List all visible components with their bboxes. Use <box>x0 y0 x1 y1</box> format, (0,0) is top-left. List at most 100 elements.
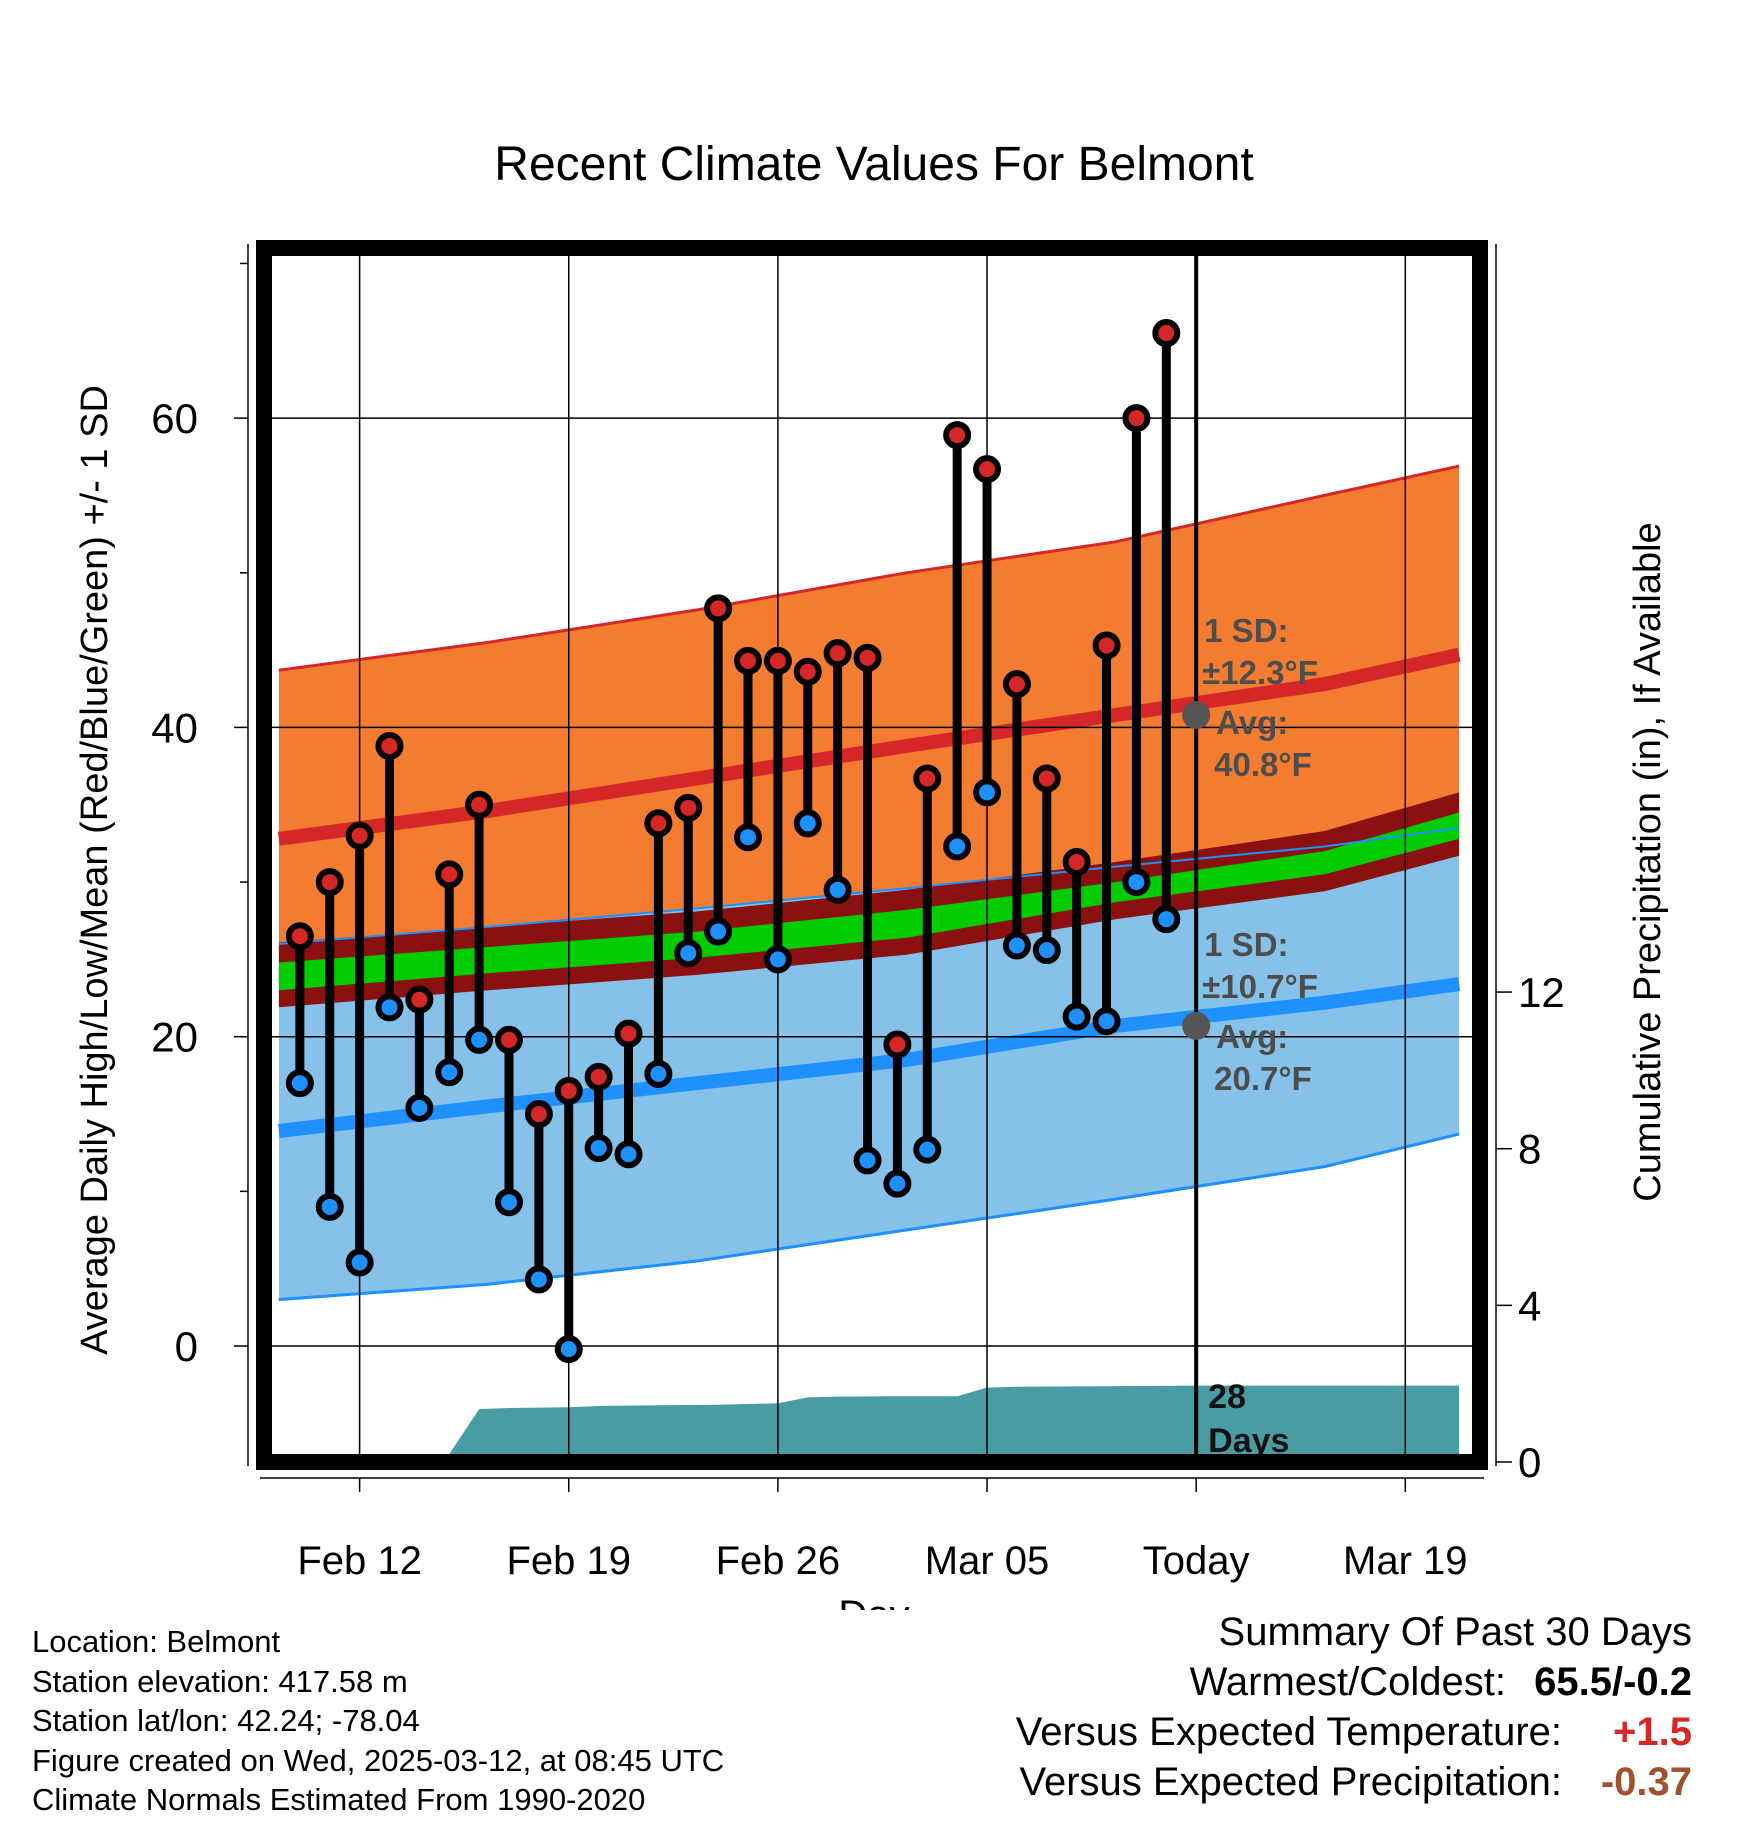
x-tick-label: Mar 05 <box>925 1539 1050 1583</box>
low-point <box>524 1265 553 1294</box>
y2-tick-label: 8 <box>1518 1126 1541 1173</box>
high-point <box>435 860 464 889</box>
low-sd-label: 1 SD: <box>1204 926 1288 963</box>
high-avg-value: 40.8°F <box>1214 746 1312 783</box>
plot-area: 1 SD: ±12.3°F Avg: 40.8°F 1 SD: ±10.7°F Avg: 20… <box>151 240 1565 1583</box>
high-point <box>584 1062 613 1091</box>
low-normal-marker <box>1182 1011 1211 1040</box>
high-point <box>405 985 434 1014</box>
normals-text: Climate Normals Estimated From 1990-2020 <box>32 1782 646 1817</box>
high-point <box>644 809 673 838</box>
low-point <box>315 1192 344 1221</box>
high-point <box>524 1100 553 1129</box>
high-point <box>315 868 344 897</box>
high-point <box>883 1030 912 1059</box>
low-point <box>883 1169 912 1198</box>
high-point <box>1062 847 1091 876</box>
y2-tick-label: 12 <box>1518 969 1565 1016</box>
plot-content: 1 SD: ±12.3°F Avg: 40.8°F 1 SD: ±10.7°F Avg: 20… <box>264 248 1480 1462</box>
high-sd-value: ±12.3°F <box>1202 654 1318 691</box>
precip-vs-expected-value: -0.37 <box>1600 1760 1692 1804</box>
elevation-text: Station elevation: 417.58 m <box>32 1663 408 1699</box>
temp-vs-expected-label: Versus Expected Temperature: <box>1015 1710 1562 1754</box>
low-point <box>734 823 763 852</box>
high-point <box>943 421 972 450</box>
y-axis-label: Average Daily High/Low/Mean (Red/Blue/Gr… <box>74 385 116 1355</box>
low-sd-value: ±10.7°F <box>1202 968 1318 1005</box>
y-tick-label: 60 <box>151 395 198 442</box>
summary-row-precip: Versus Expected Precipitation: -0.37 <box>1016 1760 1692 1810</box>
high-point <box>674 793 703 822</box>
low-point <box>674 939 703 968</box>
x-tick-label: Feb 19 <box>506 1539 631 1583</box>
high-point <box>734 646 763 675</box>
station-metadata: Location: Belmont Station elevation: 417… <box>32 1622 724 1820</box>
precip-days-unit: Days <box>1208 1422 1289 1460</box>
high-point <box>614 1019 643 1048</box>
low-avg-value: 20.7°F <box>1214 1060 1312 1097</box>
high-point <box>763 646 792 675</box>
y2-tick-label: 4 <box>1518 1282 1541 1329</box>
high-point <box>1092 631 1121 660</box>
low-point <box>435 1058 464 1087</box>
location-text: Location: Belmont <box>32 1624 281 1659</box>
y2-axis-label: Cumulative Precipitation (in), If Availa… <box>1627 522 1669 1201</box>
latlon-text: Station lat/lon: 42.24; -78.04 <box>32 1703 420 1738</box>
precip-days-count: 28 <box>1208 1378 1246 1416</box>
low-point <box>1122 868 1151 897</box>
low-point <box>853 1146 882 1175</box>
summary-row-warmest: Warmest/Coldest: 65.5/-0.2 <box>1016 1660 1692 1710</box>
x-tick-label: Feb 26 <box>716 1539 841 1583</box>
low-point <box>793 809 822 838</box>
low-point <box>405 1093 434 1122</box>
low-point <box>465 1025 494 1054</box>
low-point <box>1032 936 1061 965</box>
low-point <box>1152 905 1181 934</box>
warmest-coldest-label: Warmest/Coldest: <box>1189 1660 1506 1704</box>
low-point <box>1002 931 1031 960</box>
low-point <box>1062 1002 1091 1031</box>
low-point <box>943 832 972 861</box>
y-tick-label: 0 <box>175 1323 198 1370</box>
y-tick-label: 40 <box>151 704 198 751</box>
temp-vs-expected-value: +1.5 <box>1613 1710 1692 1754</box>
y2-tick-label: 0 <box>1518 1439 1541 1486</box>
high-point <box>793 657 822 686</box>
high-point <box>494 1025 523 1054</box>
high-point <box>1002 670 1031 699</box>
high-point <box>375 731 404 760</box>
low-point <box>823 875 852 904</box>
high-point <box>1032 764 1061 793</box>
summary-title-text: Summary Of Past 30 Days <box>1218 1610 1692 1654</box>
low-point <box>345 1248 374 1277</box>
low-point <box>614 1140 643 1169</box>
precip-area <box>278 1385 1460 1462</box>
high-point <box>285 922 314 951</box>
high-point <box>704 594 733 623</box>
low-minus-sd-line <box>278 1132 1460 1302</box>
low-point <box>554 1335 583 1364</box>
high-sd-label: 1 SD: <box>1204 612 1288 649</box>
chart-title: Recent Climate Values For Belmont <box>494 138 1253 191</box>
high-point <box>973 455 1002 484</box>
low-point <box>913 1135 942 1164</box>
high-normal-marker <box>1182 701 1211 730</box>
low-point <box>704 917 733 946</box>
low-point <box>285 1069 314 1098</box>
low-point <box>763 945 792 974</box>
high-point <box>823 639 852 668</box>
high-point <box>913 764 942 793</box>
summary-panel: Summary Of Past 30 Days Warmest/Coldest:… <box>1016 1610 1692 1810</box>
low-normal-line <box>278 977 1461 1138</box>
mean-band <box>278 812 1460 991</box>
x-tick-label: Mar 19 <box>1343 1539 1468 1583</box>
high-point <box>853 643 882 672</box>
summary-title: Summary Of Past 30 Days <box>1016 1610 1692 1660</box>
low-point <box>973 778 1002 807</box>
high-point <box>345 821 374 850</box>
x-tick-label: Feb 12 <box>297 1539 422 1583</box>
climate-chart: Recent Climate Values For Belmont 1 SD: ±… <box>74 138 1669 1610</box>
low-point <box>644 1059 673 1088</box>
high-avg-label: Avg: <box>1216 704 1288 741</box>
plot-frame <box>256 240 1488 1470</box>
